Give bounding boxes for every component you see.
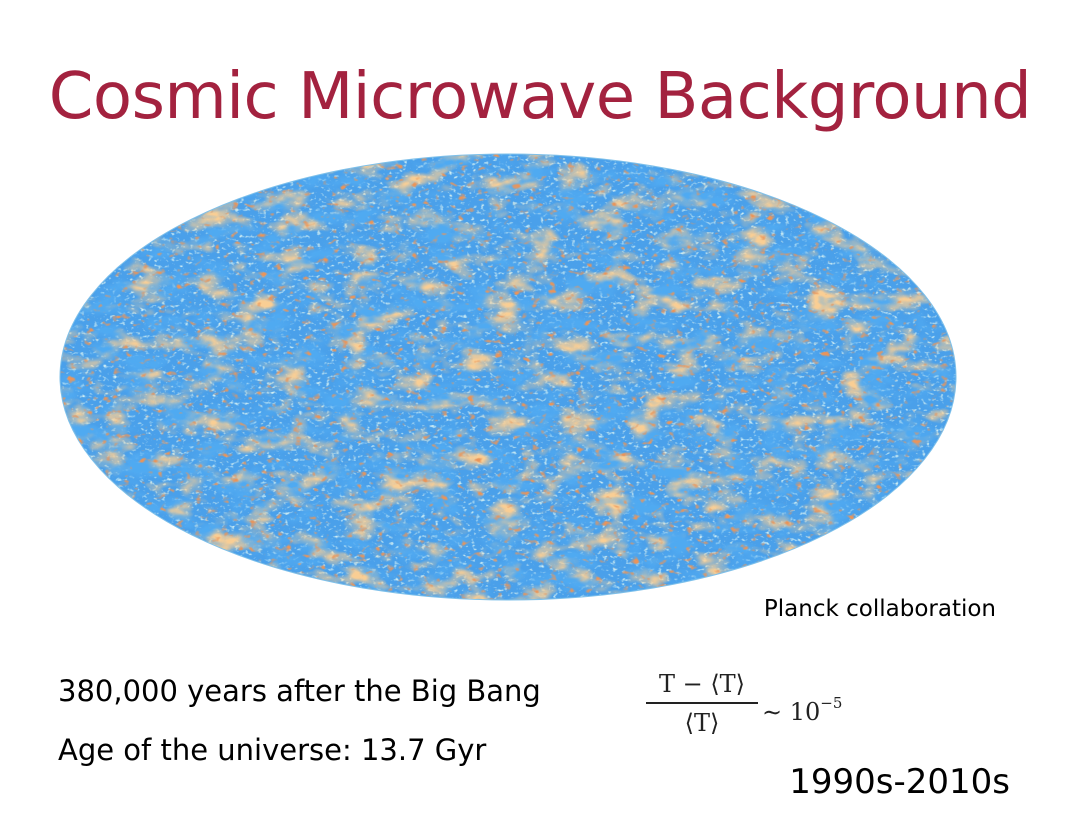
image-credit: Planck collaboration — [763, 596, 996, 622]
temperature-fluctuation-formula: T − ⟨T⟩ ⟨T⟩ ∼ 10−5 — [646, 668, 876, 764]
fraction-bar — [646, 702, 758, 704]
formula-numerator: T − ⟨T⟩ — [658, 670, 746, 698]
cmb-hot-layer — [60, 154, 956, 600]
cmb-sky-map — [58, 152, 958, 602]
slide-title: Cosmic Microwave Background — [48, 60, 1032, 134]
formula-denominator: ⟨T⟩ — [684, 708, 720, 737]
formula-rhs: ∼ 10−5 — [762, 690, 842, 728]
fact-recombination-time: 380,000 years after the Big Bang — [58, 674, 541, 708]
cmb-map-edge — [59, 153, 957, 601]
formula-relation: ∼ 10 — [762, 698, 821, 726]
cmb-map-svg — [59, 153, 957, 601]
formula-exponent: −5 — [820, 694, 843, 712]
era-label: 1990s-2010s — [789, 762, 1010, 802]
fact-universe-age: Age of the universe: 13.7 Gyr — [58, 733, 487, 767]
formula-fraction: T − ⟨T⟩ ⟨T⟩ — [646, 668, 758, 739]
